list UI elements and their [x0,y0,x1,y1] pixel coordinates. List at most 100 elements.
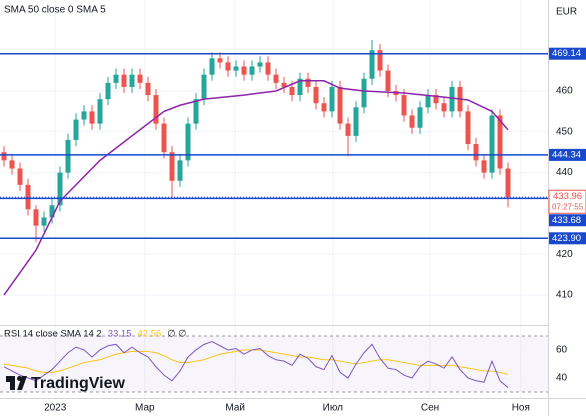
x-tick-label: 2023 [44,403,67,414]
last-price-label: 433.96 [553,191,582,202]
rsi-line [3,341,509,388]
candle-body [329,86,335,112]
candle-body [121,74,127,87]
rsi-ma-line [3,349,509,375]
candle-body [161,123,167,153]
rsi-ma-value: 42.56 [137,329,161,340]
level-label: 433.68 [552,215,581,226]
candle-body [297,78,303,96]
candle-body [33,209,39,226]
candle-body [377,50,383,71]
y-tick-label: 450 [556,126,573,137]
candle-body [105,82,111,100]
y-tick-label: 410 [556,290,573,301]
currency: EUR [556,7,577,18]
candle-body [409,115,415,128]
candle-body [385,70,391,91]
candle-body [289,86,295,96]
candle-body [305,78,311,87]
labels: 2023 Мар Май Июл Сен Ноя 410 420 440 450 460 40 60 46… [4,47,586,414]
candle-body [369,50,375,79]
candle-body [153,95,159,124]
candle-body [497,115,503,169]
candle-body [49,205,55,218]
level-label-bg [549,148,586,161]
candle-body [89,111,95,124]
level-label: 444.34 [552,149,581,160]
candle-body [433,95,439,104]
last-price-bg [548,189,586,214]
candle-body [481,160,487,173]
candle-body [169,152,175,181]
candle-body [233,66,239,71]
candle-body [9,160,15,169]
x-tick-label: Ноя [512,403,530,414]
candle-body [425,95,431,108]
candle-body [217,58,223,63]
candle-body [249,66,255,75]
candle-body [345,123,351,136]
candle-body [265,62,271,75]
candle-body [401,95,407,116]
level-label-bg [549,232,586,245]
level-label-bg [549,214,586,227]
candle-body [489,115,495,173]
rsi-title: RSI 14 close SMA 14 2 [4,329,102,340]
candle-body [177,160,183,181]
candle-body [145,82,151,96]
x-tick-label: Мар [135,403,155,414]
candle-body [441,103,447,112]
rsi-tick-label: 40 [556,373,568,384]
candle-body [449,86,455,112]
candle-body [353,107,359,136]
y-tick-label: 420 [556,249,573,260]
candle-body [417,107,423,128]
candle-body [81,111,87,120]
indicator-title: SMA 50 close 0 SMA 5 [4,5,106,16]
candle-body [337,86,343,124]
rsi-extra: ∅ ∅ [167,329,186,340]
logo-slash [17,376,27,390]
logo-stem [10,376,15,390]
logo-text: TradingView [31,375,126,392]
x-tick-label: Июл [323,403,343,414]
candle-body [209,58,215,75]
plot [0,39,548,388]
candle-body [281,82,287,87]
candle-body [41,217,47,226]
candle-body [257,62,263,67]
sma-line [3,80,509,296]
candle-body [193,99,199,124]
candle-body [225,62,231,71]
level-label: 469.14 [552,48,581,59]
candle-body [97,99,103,124]
candle-body [65,139,71,173]
candle-body [137,74,143,83]
candle-body [1,152,7,161]
candle-body [73,119,79,140]
level-label-bg [549,47,586,60]
x-tick-label: Сен [421,403,439,414]
candle-body [241,66,247,75]
rsi-value: 33.15 [108,329,132,340]
x-tick-label: Май [225,403,245,414]
candle-body [201,74,207,100]
candle-body [321,103,327,112]
y-tick-label: 440 [556,167,573,178]
level-label: 423.90 [552,233,581,244]
rsi-tick-label: 60 [556,345,568,356]
candle-body [473,144,479,161]
candle-body [185,123,191,161]
candle-body [113,74,119,83]
candle-body [505,168,511,198]
candle-body [17,168,23,185]
watermark: TradingView [6,375,126,392]
candle-body [361,78,367,108]
candle-body [129,74,135,87]
candle-body [273,74,279,83]
countdown: 07:27:55 [552,202,584,211]
y-tick-label: 460 [556,86,573,97]
candle-body [57,172,63,206]
